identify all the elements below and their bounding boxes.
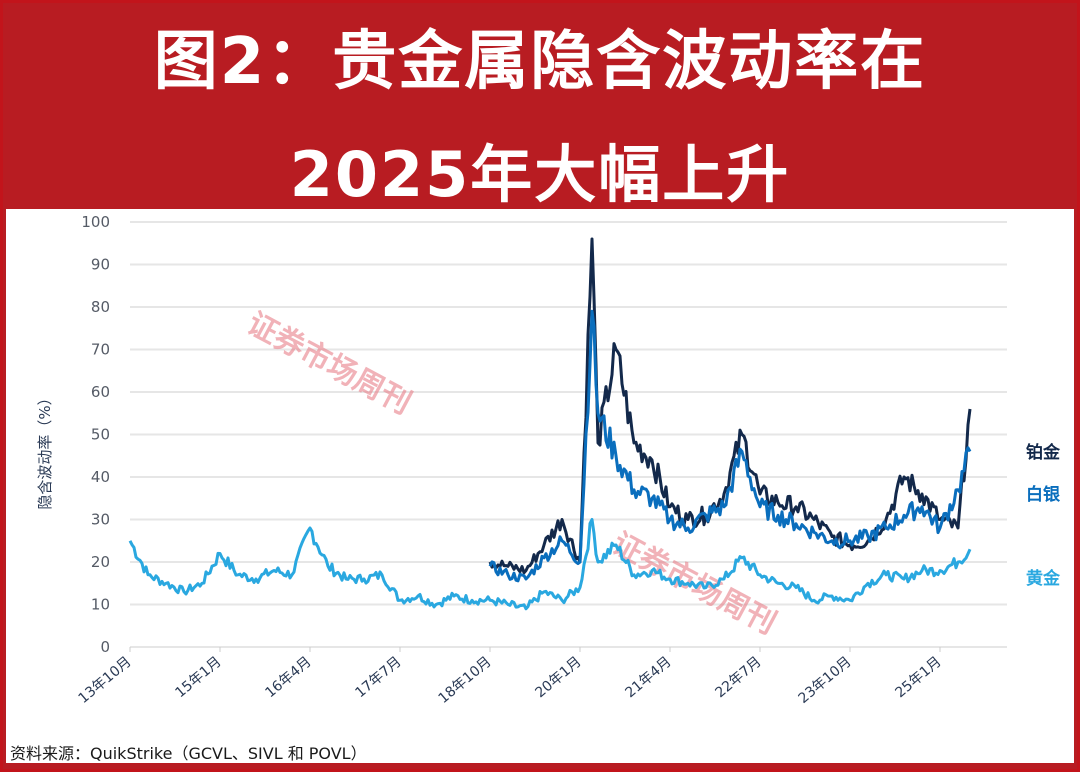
watermark-text: 证券市场周刊 [241, 306, 416, 421]
gridlines [130, 221, 1007, 648]
x-tick-label: 22年7月 [712, 654, 764, 701]
figure-title: 图2：贵金属隐含波动率在 2025年大幅上升 [0, 0, 1080, 210]
title-line-2: 2025年大幅上升 [289, 138, 791, 211]
x-tick-label: 13年10月 [76, 654, 135, 707]
y-tick-label: 30 [91, 511, 110, 529]
title-line-1: 图2：贵金属隐含波动率在 [153, 25, 927, 99]
x-tick-label: 25年1月 [892, 654, 944, 701]
legend-silver: 白银 [1026, 484, 1061, 505]
x-tick-label: 17年7月 [352, 654, 404, 701]
series-line-黄金 [128, 518, 972, 611]
x-tick-label: 20年1月 [532, 654, 584, 701]
y-tick-label: 70 [91, 341, 110, 359]
legend-gold: 黄金 [1026, 568, 1061, 589]
x-tick-label: 15年1月 [172, 654, 224, 701]
y-tick-label: 80 [91, 298, 110, 316]
y-tick-label: 10 [91, 596, 110, 614]
source-note: 资料来源：QuikStrike（GCVL、SIVL 和 POVL） [10, 744, 367, 763]
x-axis-ticks: 13年10月 15年1月 16年4月 17年7月 18年10月 20年1月 21年4月 22年… [76, 647, 945, 707]
y-axis-label: 隐含波动率（%） [36, 390, 54, 509]
y-tick-label: 20 [91, 553, 110, 571]
x-tick-label: 16年4月 [262, 654, 314, 701]
legend-platinum: 铂金 [1026, 442, 1061, 463]
y-tick-label: 40 [91, 468, 110, 486]
y-tick-label: 60 [91, 383, 110, 401]
x-tick-label: 23年10月 [796, 654, 855, 707]
y-tick-label: 50 [91, 426, 110, 444]
chart-panel: 0 10 20 30 40 50 60 70 80 90 100 13年10月 15年1月 16年4月 1… [6, 209, 1074, 763]
y-axis-ticks: 0 10 20 30 40 50 60 70 80 90 100 [81, 213, 110, 656]
x-tick-label: 21年4月 [622, 654, 674, 701]
x-tick-label: 18年10月 [436, 654, 495, 707]
series-lines [128, 237, 972, 611]
series-line-铂金 [488, 237, 972, 575]
y-tick-label: 100 [81, 213, 110, 231]
y-tick-label: 0 [100, 638, 110, 656]
series-line-白银 [488, 309, 972, 583]
y-tick-label: 90 [91, 256, 110, 274]
